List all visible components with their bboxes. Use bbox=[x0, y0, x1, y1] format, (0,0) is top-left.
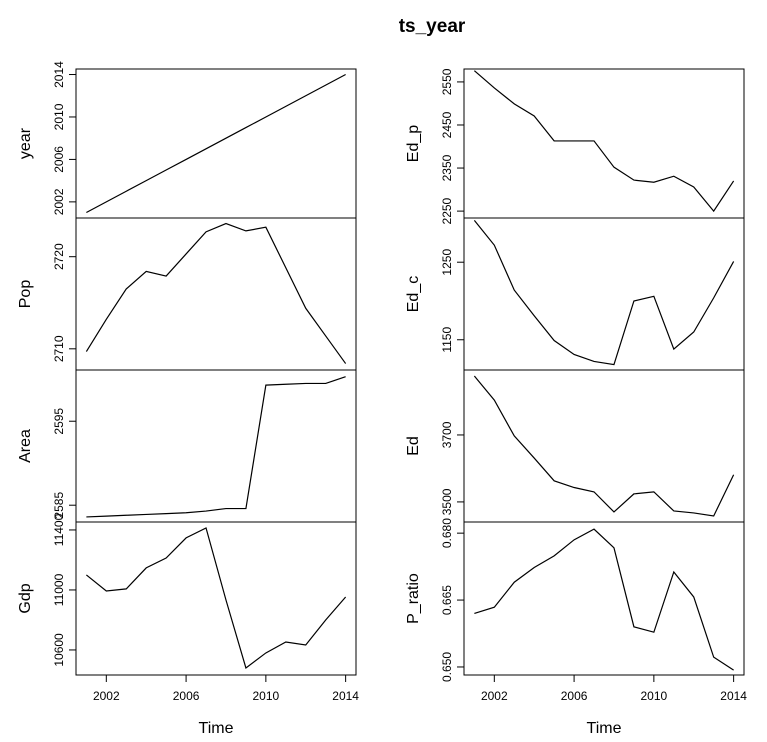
panel-frame bbox=[75, 521, 357, 676]
y-tick-label: 2010 bbox=[52, 103, 66, 130]
y-tick-label: 2014 bbox=[52, 61, 66, 88]
y-tick-label: 1250 bbox=[440, 249, 454, 276]
y-tick-label: 2585 bbox=[52, 492, 66, 519]
series-line bbox=[473, 70, 735, 213]
panel-frame bbox=[75, 217, 357, 371]
y-tick-label: 2006 bbox=[52, 146, 66, 173]
y-tick-label: 11400 bbox=[52, 513, 66, 546]
chart-title: ts_year bbox=[399, 16, 466, 37]
y-axis-label: Ed_c bbox=[405, 276, 422, 312]
x-axis-label: Time bbox=[587, 720, 622, 737]
y-axis-label: Ed_p bbox=[405, 125, 422, 162]
y-axis-label: Area bbox=[17, 429, 34, 463]
x-axis-label: Time bbox=[199, 720, 234, 737]
y-tick-label: 11000 bbox=[52, 573, 66, 606]
y-tick-label: 2450 bbox=[440, 111, 454, 138]
y-axis-label: Pop bbox=[17, 280, 34, 309]
panel-frame bbox=[463, 68, 745, 219]
y-tick-label: 0.650 bbox=[440, 652, 454, 682]
x-tick-label: 2006 bbox=[173, 689, 200, 703]
y-tick-label: 1150 bbox=[440, 327, 454, 353]
y-tick-label: 2350 bbox=[440, 154, 454, 181]
x-tick-label: 2014 bbox=[332, 689, 359, 703]
y-tick-label: 3700 bbox=[440, 421, 454, 448]
x-tick-label: 2014 bbox=[720, 689, 747, 703]
y-tick-label: 2720 bbox=[52, 243, 66, 270]
series-line bbox=[85, 222, 347, 364]
y-tick-label: 2550 bbox=[440, 68, 454, 95]
x-tick-label: 2006 bbox=[561, 689, 588, 703]
y-tick-label: 10600 bbox=[52, 633, 66, 667]
y-axis-label: P_ratio bbox=[405, 573, 422, 624]
x-tick-label: 2002 bbox=[481, 689, 508, 703]
y-tick-label: 0.665 bbox=[440, 585, 454, 615]
y-tick-label: 2002 bbox=[52, 188, 66, 215]
series-line bbox=[473, 375, 735, 517]
x-tick-label: 2010 bbox=[253, 689, 280, 703]
series-line bbox=[86, 73, 346, 214]
panel-frame bbox=[75, 369, 357, 523]
panel-frame bbox=[463, 521, 745, 676]
series-line bbox=[473, 219, 735, 366]
y-tick-label: 2710 bbox=[52, 335, 66, 362]
panel-frame bbox=[463, 217, 745, 371]
series-line bbox=[474, 528, 734, 671]
panel-frame bbox=[463, 369, 745, 523]
y-tick-label: 2595 bbox=[52, 408, 66, 435]
y-tick-label: 2250 bbox=[440, 197, 454, 224]
series-line bbox=[85, 527, 347, 669]
series-line bbox=[86, 376, 346, 518]
y-axis-label: year bbox=[17, 127, 34, 159]
x-tick-label: 2010 bbox=[641, 689, 668, 703]
y-axis-label: Gdp bbox=[17, 583, 34, 613]
x-tick-label: 2002 bbox=[93, 689, 120, 703]
y-tick-label: 3500 bbox=[440, 488, 454, 515]
y-axis-label: Ed bbox=[405, 436, 422, 456]
y-tick-label: 0.680 bbox=[440, 518, 454, 548]
